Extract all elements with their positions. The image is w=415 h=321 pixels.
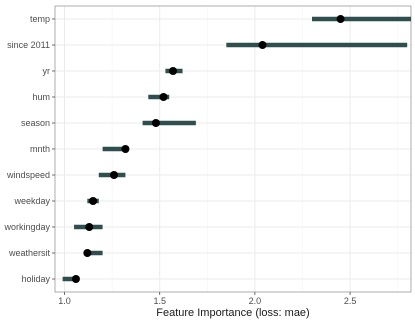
- importance-point-windspeed: [110, 171, 119, 179]
- x-tick-labels: 1.0 1.5 2.0 2.5: [58, 292, 356, 306]
- x-tick-label: 1.0: [58, 296, 71, 306]
- x-axis-title: Feature Importance (loss: mae): [156, 307, 309, 319]
- importance-point-temp: [336, 15, 345, 23]
- y-tick-label: mnth: [30, 144, 50, 154]
- y-tick-label: workingday: [3, 222, 50, 232]
- importance-point-weathersit: [83, 249, 92, 257]
- y-tick-label: since 2011: [7, 40, 50, 50]
- importance-point-season: [151, 119, 160, 127]
- y-tick-label: hum: [32, 92, 50, 102]
- importance-point-holiday: [71, 275, 80, 283]
- importance-points: [71, 15, 345, 283]
- y-tick-label: windspeed: [6, 170, 50, 180]
- importance-point-since-2011: [258, 41, 267, 49]
- grid-layer: [54, 5, 412, 293]
- importance-point-hum: [159, 93, 168, 101]
- importance-point-mnth: [121, 145, 130, 153]
- x-tick-label: 2.5: [344, 296, 357, 306]
- y-tick-labels: temp since 2011 yr hum season mnth windspeed we…: [3, 14, 55, 284]
- x-tick-label: 2.0: [249, 296, 262, 306]
- y-tick-label: season: [21, 118, 50, 128]
- y-tick-label: yr: [43, 66, 51, 76]
- x-tick-label: 1.5: [153, 296, 166, 306]
- y-tick-label: temp: [30, 14, 50, 24]
- y-tick-label: weathersit: [8, 248, 51, 258]
- y-tick-label: weekday: [13, 196, 50, 206]
- importance-point-workingday: [85, 223, 94, 231]
- importance-point-yr: [169, 67, 178, 75]
- y-tick-label: holiday: [21, 274, 50, 284]
- importance-point-weekday: [89, 197, 98, 205]
